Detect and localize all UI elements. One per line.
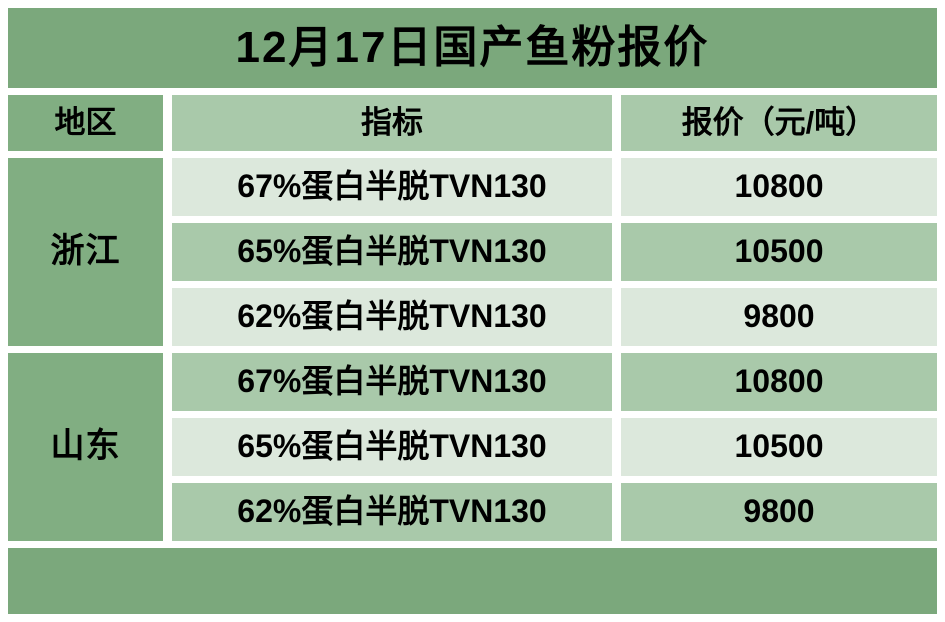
price-cell: 10500 xyxy=(621,418,937,476)
header-indicator: 指标 xyxy=(172,95,612,151)
price-cell: 10800 xyxy=(621,158,937,216)
header-region: 地区 xyxy=(8,95,163,151)
price-cell: 9800 xyxy=(621,288,937,346)
table-title: 12月17日国产鱼粉报价 xyxy=(8,8,937,88)
region-cell-zhejiang: 浙江 xyxy=(8,158,163,346)
indicator-cell: 67%蛋白半脱TVN130 xyxy=(172,353,612,411)
price-cell: 10500 xyxy=(621,223,937,281)
indicator-cell: 62%蛋白半脱TVN130 xyxy=(172,288,612,346)
price-cell: 10800 xyxy=(621,353,937,411)
header-price: 报价（元/吨） xyxy=(621,95,937,151)
region-cell-shandong: 山东 xyxy=(8,353,163,541)
indicator-cell: 65%蛋白半脱TVN130 xyxy=(172,418,612,476)
indicator-cell: 67%蛋白半脱TVN130 xyxy=(172,158,612,216)
indicator-cell: 65%蛋白半脱TVN130 xyxy=(172,223,612,281)
price-cell: 9800 xyxy=(621,483,937,541)
footer-bar xyxy=(8,548,937,614)
indicator-cell: 62%蛋白半脱TVN130 xyxy=(172,483,612,541)
